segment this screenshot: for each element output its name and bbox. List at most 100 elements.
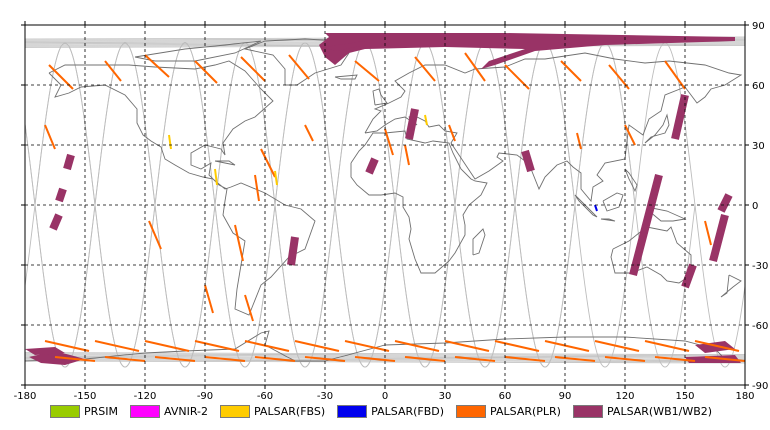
y-tick-label: 60: [752, 81, 765, 92]
plr-swath: [414, 56, 436, 82]
plr-swath: [304, 356, 346, 362]
wb-swath: [63, 153, 75, 171]
plr-swath: [444, 340, 490, 352]
plr-swath: [144, 54, 170, 78]
plr-swath: [204, 356, 246, 362]
plr-swath: [344, 340, 390, 352]
x-tick-label: -90: [197, 391, 213, 400]
orbit-track: [634, 42, 745, 368]
plr-swath: [554, 356, 596, 362]
legend: PRSIM AVNIR-2 PALSAR(FBS) PALSAR(FBD) PA…: [50, 403, 724, 419]
plr-swath: [404, 356, 446, 362]
coastline: [243, 38, 350, 86]
wb-swath: [55, 187, 67, 203]
coastline: [720, 274, 742, 298]
plr-swath: [204, 284, 214, 314]
plr-swath: [504, 356, 546, 362]
plr-swath: [244, 340, 290, 352]
plr-swath: [240, 56, 266, 82]
legend-item-palsar-fbs: PALSAR(FBS): [219, 404, 326, 418]
legend-item-palsar-fbd: PALSAR(FBD): [337, 404, 445, 418]
coastline: [134, 40, 262, 62]
y-tick-label: 30: [752, 141, 765, 152]
x-tick-label: 60: [499, 391, 512, 400]
plr-swath: [384, 128, 394, 156]
legend-label: AVNIR-2: [164, 404, 208, 418]
plr-swath: [288, 54, 310, 80]
coastline: [334, 74, 358, 80]
y-tick-label: 90: [752, 21, 765, 32]
plr-swath: [624, 124, 636, 146]
plr-swath: [104, 60, 122, 82]
plr-swath: [664, 60, 686, 90]
legend-swatch: [50, 404, 80, 418]
x-tick-label: 90: [559, 391, 572, 400]
wb-swath: [49, 213, 63, 231]
wb-swath: [405, 108, 419, 140]
graticule-grid: [25, 25, 745, 385]
fbs-swath: [214, 168, 218, 186]
plr-swath: [304, 124, 314, 142]
y-tick-label: -60: [752, 321, 768, 332]
plr-swath: [104, 356, 146, 362]
legend-swatch: [337, 404, 368, 418]
x-tick-label: -120: [134, 391, 157, 400]
plr-swath: [234, 224, 244, 262]
coastline: [644, 113, 670, 144]
wb-swath: [521, 149, 535, 173]
plr-swath: [154, 356, 196, 362]
plr-swath: [654, 356, 696, 362]
x-tick-label: 180: [735, 391, 754, 400]
swath: [325, 41, 365, 51]
plr-swath: [254, 174, 260, 202]
plr-swath: [254, 356, 296, 362]
plr-swath: [294, 340, 340, 352]
x-tick-label: 0: [382, 391, 388, 400]
y-tick-label: 0: [752, 201, 758, 212]
plr-swath: [464, 52, 486, 82]
plr-swath: [194, 340, 240, 352]
legend-label: PALSAR(FBD): [371, 404, 445, 418]
plr-swath: [260, 148, 276, 178]
plr-swath: [644, 340, 690, 352]
legend-label: PALSAR(FBS): [253, 404, 326, 418]
map-plot: -180 -150 -120 -90 -60 -30 0 30 60 90 120 150 180 90 6…: [14, 21, 768, 400]
wb-swath: [365, 157, 379, 175]
wb-swath: [287, 236, 299, 266]
wb-swath: [681, 263, 697, 289]
legend-label: PALSAR(WB1/WB2): [606, 404, 713, 418]
swath: [685, 355, 741, 363]
plr-swath: [244, 294, 254, 322]
x-tick-label: -30: [317, 391, 333, 400]
coastline: [364, 52, 743, 203]
plr-swath: [144, 340, 190, 352]
plr-swath: [544, 340, 590, 352]
plr-swath: [354, 60, 380, 82]
plr-swath: [694, 340, 740, 352]
fbs-swath: [168, 134, 172, 150]
plr-swath: [404, 144, 410, 166]
coastline: [472, 228, 486, 256]
legend-swatch: [130, 404, 160, 418]
y-tick-label: -90: [752, 381, 768, 392]
wb-swath: [629, 173, 663, 277]
legend-item-palsar-wb: PALSAR(WB1/WB2): [572, 404, 713, 418]
coastline: [600, 218, 616, 222]
coastline: [574, 194, 598, 218]
x-tick-label: 120: [615, 391, 634, 400]
plr-swath: [454, 356, 496, 362]
plr-swath: [44, 124, 56, 150]
coastline: [602, 192, 624, 212]
wb-swath: [709, 213, 729, 263]
plr-swath: [94, 340, 140, 352]
legend-item-palsar-plr: PALSAR(PLR): [456, 404, 561, 418]
y-tick-label: -30: [752, 261, 768, 272]
x-tick-label: 150: [675, 391, 694, 400]
plr-swath: [44, 340, 90, 352]
plr-swath: [354, 356, 396, 362]
swath: [25, 347, 65, 355]
plr-swath: [704, 220, 712, 246]
coastline: [48, 60, 316, 316]
plr-swath: [194, 60, 218, 84]
